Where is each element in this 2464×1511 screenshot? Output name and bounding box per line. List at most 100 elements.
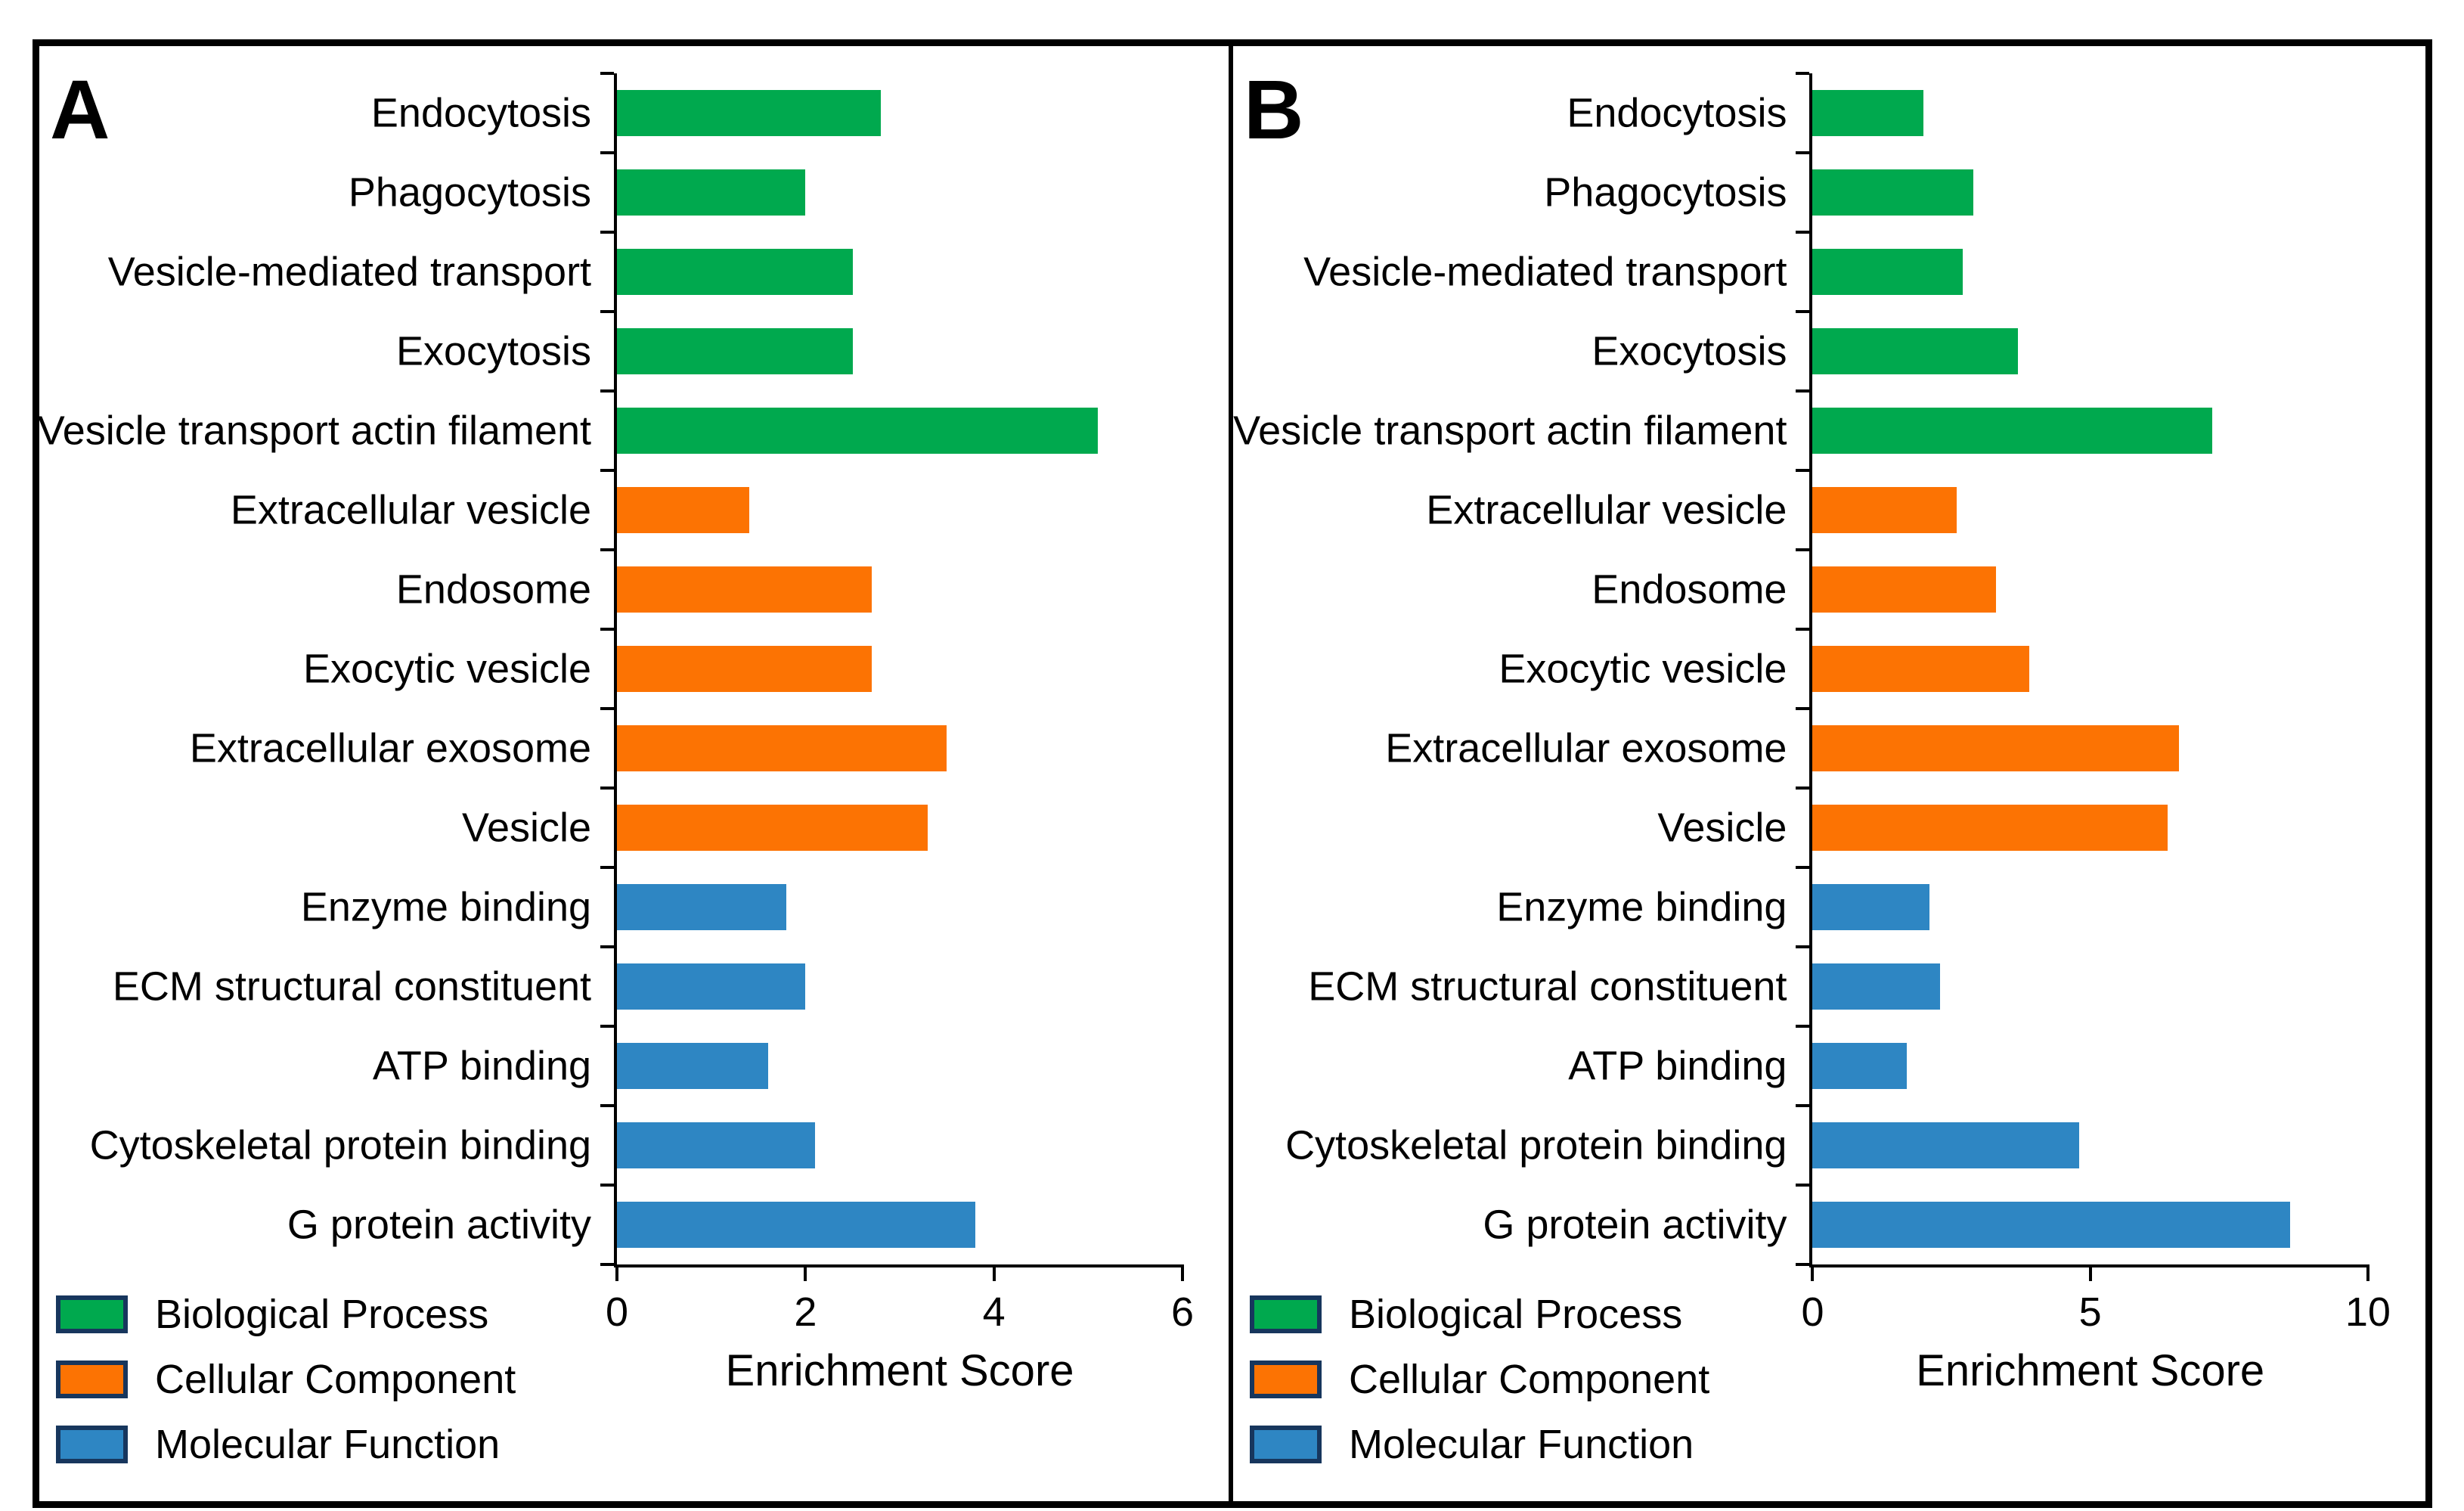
- bar-row: ATP binding: [1568, 1026, 2367, 1106]
- bar: [1812, 884, 1929, 930]
- y-axis-tick: [600, 945, 615, 948]
- legend-swatch-cc: [1250, 1361, 1322, 1398]
- y-axis-tick: [1796, 1025, 1810, 1028]
- bar-row: ECM structural constituent: [1308, 947, 2367, 1026]
- y-axis-tick: [1796, 150, 1810, 154]
- bar: [1812, 249, 1963, 295]
- y-axis-tick: [600, 1263, 615, 1266]
- panel-a-letter: A: [50, 64, 110, 157]
- bar-row: Phagocytosis: [1544, 153, 2367, 232]
- category-label: Vesicle transport actin filament: [1233, 407, 1787, 453]
- y-axis-tick: [600, 1184, 615, 1187]
- y-axis-tick: [1796, 389, 1810, 392]
- bar: [617, 328, 853, 374]
- bar: [617, 487, 749, 533]
- legend-swatch-bp: [56, 1295, 128, 1333]
- bar-row: Endocytosis: [1567, 73, 2367, 153]
- bar: [1812, 487, 1957, 533]
- legend-label: Molecular Function: [1349, 1422, 1694, 1467]
- bar-row: Vesicle transport actin filament: [1233, 391, 2367, 470]
- y-axis-tick: [1796, 72, 1810, 75]
- category-label: Phagocytosis: [1544, 169, 1787, 215]
- bar: [1812, 963, 1941, 1010]
- bar-row: G protein activity: [1483, 1185, 2367, 1264]
- panel-divider: [1229, 46, 1233, 1501]
- category-label: ECM structural constituent: [1308, 963, 1787, 1009]
- bar-row: Extracellular vesicle: [231, 470, 1182, 550]
- bar-row: Vesicle: [462, 788, 1182, 867]
- category-label: Vesicle: [461, 804, 592, 850]
- bar: [617, 1122, 815, 1168]
- x-axis-tick-label: 0: [606, 1289, 629, 1335]
- legend-label: Cellular Component: [1349, 1357, 1710, 1402]
- category-label: Exocytic vesicle: [302, 645, 592, 691]
- bar: [1812, 169, 1974, 216]
- bar-row: Enzyme binding: [301, 867, 1182, 947]
- bar-row: Vesicle: [1657, 788, 2367, 867]
- category-label: Endocytosis: [1567, 89, 1787, 135]
- legend-item: Molecular Function: [56, 1422, 516, 1467]
- bar-row: Extracellular vesicle: [1426, 470, 2367, 550]
- bar: [1812, 646, 2029, 692]
- category-label: Endosome: [1592, 566, 1787, 612]
- bar: [617, 1043, 768, 1089]
- bar: [617, 646, 872, 692]
- panel-b: B Endocytosis Phagocytosis Vesicle-mediate…: [1233, 46, 2425, 1501]
- legend-item: Biological Process: [1250, 1294, 1709, 1335]
- legend-label: Cellular Component: [155, 1357, 516, 1402]
- y-axis-tick: [1796, 706, 1810, 710]
- bar: [1812, 1043, 1908, 1089]
- bar-row: Exocytosis: [1592, 312, 2367, 391]
- y-axis-tick: [1796, 865, 1810, 869]
- x-axis-tick: [1181, 1264, 1185, 1281]
- bar-row: Vesicle transport actin filament: [38, 391, 1182, 470]
- bar-row: Cytoskeletal protein binding: [1285, 1106, 2367, 1185]
- legend-item: Molecular Function: [1250, 1422, 1709, 1467]
- x-axis-tick-label: 10: [2345, 1289, 2391, 1335]
- legend-swatch-mf: [56, 1426, 128, 1463]
- legend-item: Cellular Component: [1250, 1357, 1710, 1402]
- bar: [1812, 805, 2168, 851]
- bar: [1812, 408, 2213, 454]
- x-axis-title: Enrichment Score: [725, 1346, 1074, 1395]
- category-label: Exocytosis: [1592, 327, 1787, 374]
- bar: [617, 725, 947, 771]
- bar: [617, 408, 1098, 454]
- y-axis-tick: [1796, 230, 1810, 234]
- bar-row: Enzyme binding: [1496, 867, 2367, 947]
- category-label: Extracellular exosome: [1385, 724, 1787, 771]
- bar: [1812, 725, 2180, 771]
- panel-b-legend: Biological Process Cellular Component Mole…: [1250, 1294, 1710, 1491]
- x-axis-tick: [2366, 1264, 2369, 1281]
- y-axis-tick: [600, 548, 615, 551]
- bar-row: G protein activity: [287, 1185, 1182, 1264]
- bar-row: ECM structural constituent: [113, 947, 1182, 1026]
- y-axis-tick: [1796, 1103, 1810, 1107]
- y-axis-tick: [1796, 468, 1810, 472]
- legend-label: Molecular Function: [155, 1422, 501, 1467]
- bar: [1812, 566, 1996, 613]
- y-axis-tick: [600, 230, 615, 234]
- y-axis-tick: [1796, 310, 1810, 313]
- bar-row: Endosome: [396, 550, 1182, 629]
- x-axis-tick-label: 2: [794, 1289, 817, 1335]
- y-axis-tick: [1796, 628, 1810, 631]
- y-axis-tick: [1796, 548, 1810, 551]
- bar-row: ATP binding: [373, 1026, 1182, 1106]
- bar: [1812, 328, 2019, 374]
- x-axis-tick-label: 4: [982, 1289, 1006, 1335]
- legend-label: Biological Process: [155, 1292, 489, 1337]
- category-label: Endosome: [395, 566, 592, 612]
- panel-a-plot-area: Endocytosis Phagocytosis Vesicle-mediated …: [38, 72, 1194, 1393]
- bar: [617, 566, 872, 613]
- bar-row: Exocytic vesicle: [1499, 629, 2367, 709]
- y-axis-tick: [600, 706, 615, 710]
- x-axis-tick: [2088, 1264, 2092, 1281]
- bar: [617, 963, 806, 1010]
- y-axis-tick: [600, 1025, 615, 1028]
- bar-row: Exocytosis: [396, 312, 1182, 391]
- category-label: G protein activity: [287, 1201, 592, 1247]
- y-axis-tick: [1796, 945, 1810, 948]
- y-axis-tick: [600, 787, 615, 790]
- bar: [617, 249, 853, 295]
